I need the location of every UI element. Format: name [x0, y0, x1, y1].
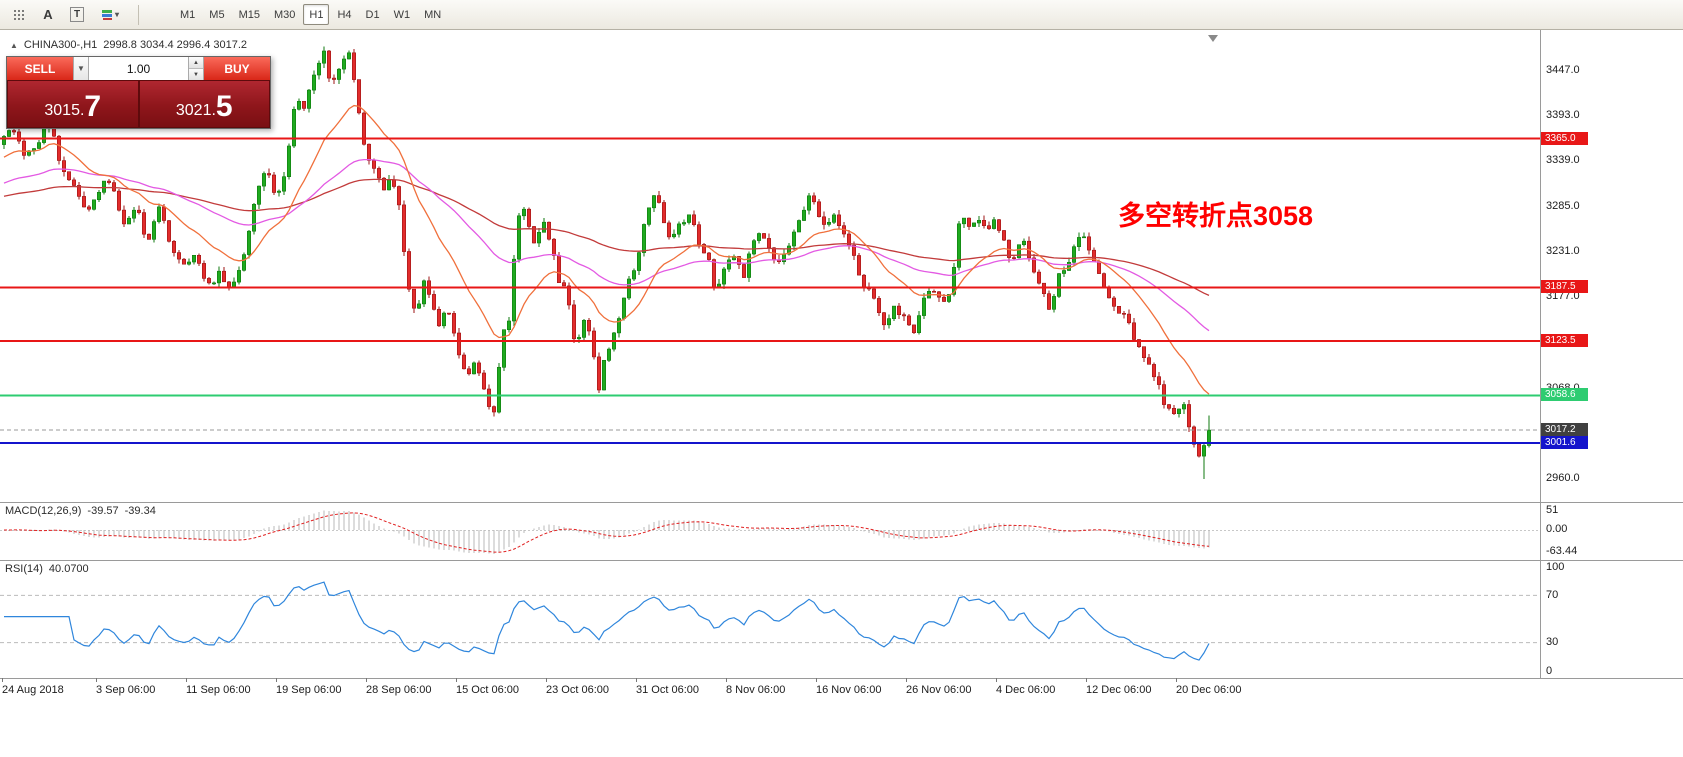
text-box-icon: T: [69, 7, 85, 22]
symbol-ohlc-values: 2998.8 3034.4 2996.4 3017.2: [103, 39, 248, 51]
chart-annotation-text: 多空转折点3058: [1118, 201, 1314, 231]
buy-button[interactable]: BUY: [204, 57, 270, 80]
chevron-down-icon: ▼: [77, 64, 85, 73]
sell-price-big-digit: 7: [84, 90, 102, 123]
trade-panel-prices: 3015. 7 3021. 5: [7, 80, 270, 128]
symbol-name: CHINA300-,H1: [23, 39, 98, 51]
rsi-value: 40.0700: [48, 563, 89, 575]
timeframe-w1[interactable]: W1: [388, 4, 417, 25]
volume-stepper: ▲ ▼: [188, 57, 204, 80]
sell-price-display[interactable]: 3015. 7: [8, 81, 138, 127]
trade-panel-controls: SELL ▼ 1.00 ▲ ▼ BUY: [7, 57, 270, 80]
timeframe-mn[interactable]: MN: [418, 4, 447, 25]
one-click-trading-panel: SELL ▼ 1.00 ▲ ▼ BUY 3015. 7 3021. 5: [6, 56, 271, 129]
rsi-scale-0: 0: [1546, 665, 1553, 677]
chevron-down-icon: ▾: [114, 10, 119, 19]
toolbar: A T ▾ M1 M5 M15 M30 H1 H4 D1 W1 MN: [0, 0, 1683, 30]
buy-price-display[interactable]: 3021. 5: [139, 81, 269, 127]
volume-input[interactable]: 1.00: [89, 57, 188, 80]
toolbar-separator: [138, 4, 139, 25]
buy-price-big-digit: 5: [215, 90, 233, 123]
order-type-dropdown[interactable]: ▼: [73, 57, 89, 80]
symbol-ohlc-header: ▲ CHINA300-,H1 2998.8 3034.4 2996.4 3017…: [10, 39, 247, 51]
sell-price-main: 3015.: [44, 102, 85, 119]
draw-styles-button[interactable]: ▾: [93, 3, 127, 27]
macd-scale-max: 51: [1546, 504, 1559, 516]
crosshair-tool-button[interactable]: [6, 3, 32, 27]
text-label-icon: A: [43, 7, 53, 22]
macd-value-main: -39.57: [87, 505, 119, 517]
rsi-scale-70: 70: [1546, 589, 1559, 601]
timeframe-m5[interactable]: M5: [203, 4, 230, 25]
ohlc-arrow-icon: ▲: [10, 40, 18, 50]
rsi-scale-30: 30: [1546, 636, 1559, 648]
timeframe-h4[interactable]: H4: [331, 4, 357, 25]
price-chart-svg: [0, 30, 1683, 682]
macd-indicator-label: MACD(12,26,9) -39.57 -39.34: [5, 505, 162, 517]
rsi-name: RSI(14): [5, 563, 43, 575]
timeframe-m30[interactable]: M30: [268, 4, 301, 25]
rsi-indicator-label: RSI(14) 40.0700: [5, 563, 95, 575]
macd-scale-min: -63.44: [1546, 545, 1578, 557]
color-styles-icon: [101, 10, 112, 20]
rsi-scale-100: 100: [1546, 561, 1565, 573]
timeframe-h1[interactable]: H1: [303, 4, 330, 25]
macd-value-signal: -39.34: [124, 505, 156, 517]
stepper-up-button[interactable]: ▲: [189, 57, 203, 69]
buy-price-main: 3021.: [175, 102, 216, 119]
crosshair-icon: [14, 9, 24, 20]
macd-scale-zero: 0.00: [1546, 523, 1568, 535]
timeframe-d1[interactable]: D1: [360, 4, 386, 25]
text-box-tool-button[interactable]: T: [64, 3, 90, 27]
chart-canvas[interactable]: [0, 30, 1683, 752]
sell-button[interactable]: SELL: [7, 57, 73, 80]
text-label-tool-button[interactable]: A: [35, 3, 61, 27]
stepper-down-button[interactable]: ▼: [189, 69, 203, 80]
timeframe-m1[interactable]: M1: [174, 4, 201, 25]
timeframe-m15[interactable]: M15: [233, 4, 266, 25]
timeframe-group: M1 M5 M15 M30 H1 H4 D1 W1 MN: [174, 4, 447, 25]
macd-name: MACD(12,26,9): [5, 505, 82, 517]
